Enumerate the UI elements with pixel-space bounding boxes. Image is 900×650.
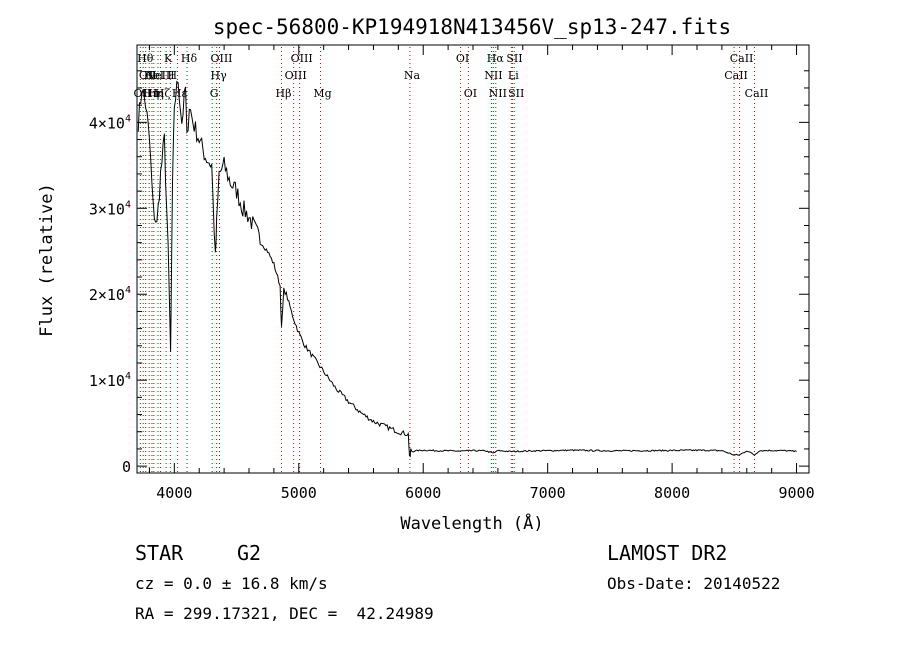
spectral-line-label: G <box>210 87 219 100</box>
x-tick-label: 6000 <box>405 484 441 502</box>
y-tick-label: 3×104 <box>89 199 131 218</box>
chart-title: spec-56800-KP194918N413456V_sp13-247.fit… <box>213 15 731 39</box>
y-tick-label: 1×104 <box>89 371 131 390</box>
y-tick-label: 0 <box>122 458 131 476</box>
spectral-line-label: Hη <box>143 87 159 100</box>
plot-frame <box>136 44 810 474</box>
spectral-line-label: Hθ <box>137 52 154 65</box>
spectral-line-label: CaII <box>730 52 754 65</box>
spectral-line-label: CaII <box>724 69 748 82</box>
coordinates-text: RA = 299.17321, DEC = 42.24989 <box>135 604 434 623</box>
spectrum-series-line <box>137 80 797 458</box>
spectral-line-label: OIII <box>285 69 307 82</box>
redshift-text: cz = 0.0 ± 16.8 km/s <box>135 574 328 593</box>
spectral-line-label: K <box>164 52 173 65</box>
y-tick-label: 4×104 <box>89 113 131 132</box>
x-axis-label: Wavelength (Å) <box>400 512 543 534</box>
x-tick-label: 7000 <box>530 484 566 502</box>
spectral-line-label: Mg <box>313 87 331 100</box>
spectral-line-label: Hβ <box>276 87 292 100</box>
spectral-line-label: SII <box>506 52 522 65</box>
object-class: STAR <box>135 541 184 565</box>
spectral-line-label: Hζ <box>155 87 171 100</box>
y-tick-label: 2×104 <box>89 285 131 304</box>
x-axis: 4000 5000 6000 7000 8000 9000 <box>148 45 815 502</box>
obs-date: Obs-Date: 20140522 <box>607 574 781 593</box>
spectral-line-labels: OIIHθOIIHηHeIHηNeIIIHζKHHεHδHγGOIIIHβOII… <box>134 52 769 100</box>
spectral-line-label: Hη <box>148 87 164 100</box>
spectral-line-label: Hγ <box>211 69 228 82</box>
survey-name: LAMOST DR2 <box>607 541 728 565</box>
spectral-line-label: Li <box>508 69 519 82</box>
spectral-line-label: OI <box>456 52 469 65</box>
spectral-line-label: Na <box>404 69 421 82</box>
spectral-line-label: H <box>168 69 178 82</box>
spectral-line-label: Hδ <box>181 52 198 65</box>
spectral-line-label: OII <box>139 69 157 82</box>
x-tick-label: 9000 <box>778 484 814 502</box>
spectral-line-label: NII <box>484 69 502 82</box>
spectral-line-label: OIII <box>291 52 313 65</box>
spectral-line-markers <box>139 47 755 473</box>
spectral-line-label: NII <box>489 87 507 100</box>
spectral-line-label: OI <box>464 87 477 100</box>
x-tick-label: 5000 <box>281 484 317 502</box>
spectral-line-label: Hα <box>487 52 505 65</box>
y-axis: 0 1×104 2×104 3×104 4×104 <box>89 70 809 476</box>
y-axis-label: Flux (relative) <box>37 183 57 337</box>
object-subclass: G2 <box>237 541 262 565</box>
spectral-line-label: HeI <box>144 69 164 82</box>
spectral-line-label: CaII <box>745 87 769 100</box>
spectral-line-label: OIII <box>210 52 232 65</box>
spectral-line-label: SII <box>508 87 524 100</box>
spectral-line-label: NeIII <box>145 69 174 82</box>
x-tick-label: 4000 <box>156 484 192 502</box>
x-tick-label: 8000 <box>654 484 690 502</box>
